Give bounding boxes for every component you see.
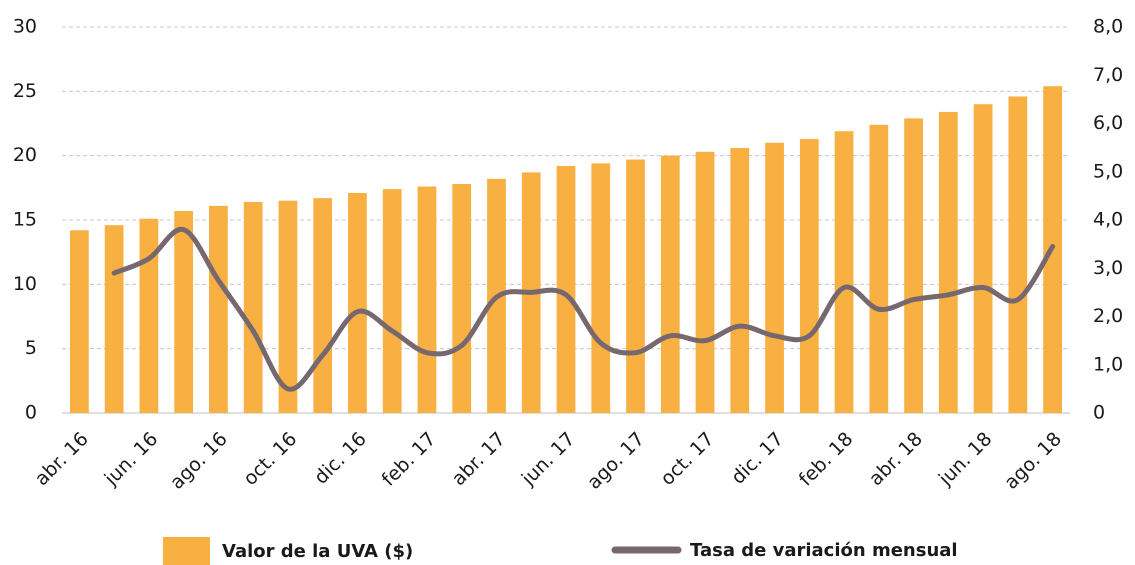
bar	[765, 142, 784, 414]
bar	[243, 201, 263, 413]
bar	[556, 165, 576, 413]
bar	[591, 163, 611, 413]
bar	[730, 147, 750, 414]
x-tick-label: jun. 16	[100, 428, 163, 491]
bar	[869, 124, 889, 413]
bar	[139, 218, 159, 413]
y2-tick-label: 2,0	[1093, 305, 1123, 327]
bar	[973, 104, 993, 413]
y-tick-label: 10	[13, 273, 37, 295]
x-tick-label: feb. 17	[378, 428, 441, 491]
y2-tick-label: 6,0	[1093, 112, 1123, 134]
y-tick-label: 15	[13, 209, 37, 231]
bar	[313, 198, 333, 413]
y2-tick-label: 1,0	[1093, 353, 1123, 375]
bar	[834, 131, 854, 413]
y2-tick-label: 4,0	[1093, 209, 1123, 231]
x-tick-label: jun. 17	[517, 428, 580, 491]
bar	[209, 205, 228, 413]
y-tick-label: 5	[25, 337, 37, 359]
bar	[660, 155, 680, 413]
bar	[348, 192, 367, 413]
x-tick-label: dic. 16	[310, 428, 371, 489]
x-tick-label: ago. 16	[166, 428, 232, 494]
y2-tick-label: 3,0	[1093, 257, 1123, 279]
bar	[695, 151, 715, 413]
legend-swatch	[163, 537, 210, 565]
x-tick-label: jun. 18	[934, 428, 997, 491]
x-tick-label: ago. 17	[583, 428, 649, 494]
x-tick-label: abr. 17	[448, 428, 510, 490]
y-tick-label: 25	[13, 80, 37, 102]
y2-tick-label: 8,0	[1093, 16, 1123, 38]
line	[111, 227, 1056, 392]
x-tick-label: abr. 16	[31, 428, 93, 490]
bar	[1008, 96, 1028, 413]
x-tick-label: ago. 18	[1000, 428, 1066, 494]
legend-label: Valor de la UVA ($)	[222, 541, 413, 562]
bar	[417, 186, 437, 413]
y-tick-label: 0	[25, 402, 37, 424]
y2-tick-label: 5,0	[1093, 160, 1123, 182]
x-tick-label: abr. 18	[865, 428, 927, 490]
y2-tick-label: 0	[1093, 402, 1105, 424]
y-tick-label: 20	[13, 144, 37, 166]
bar	[278, 200, 298, 413]
bar	[938, 111, 958, 414]
y-tick-label: 30	[13, 16, 37, 38]
bar	[174, 210, 194, 413]
bar	[452, 183, 472, 413]
x-tick-label: dic. 17	[727, 428, 788, 489]
bar	[104, 225, 124, 413]
x-tick-label: feb. 18	[795, 428, 858, 491]
y2-tick-label: 7,0	[1093, 64, 1123, 86]
bar	[626, 159, 645, 413]
x-tick-label: oct. 17	[656, 428, 718, 490]
bar	[382, 189, 402, 413]
x-tick-label: oct. 16	[239, 428, 301, 490]
bar	[904, 118, 923, 413]
bar	[69, 230, 89, 413]
bar	[799, 138, 819, 413]
legend-label: Tasa de variación mensual	[690, 540, 958, 561]
